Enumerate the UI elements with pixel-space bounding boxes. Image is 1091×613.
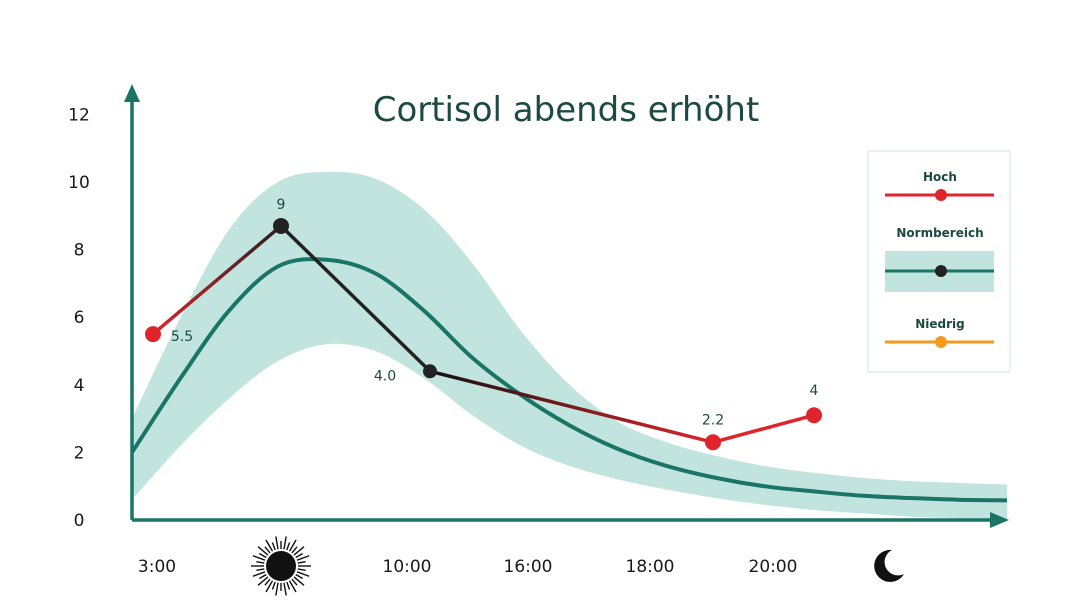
legend-marker [935,336,947,348]
y-tick-label: 12 [68,105,90,125]
y-tick-label: 10 [68,173,90,193]
legend-marker [935,265,947,277]
x-tick-label: 18:00 [626,557,675,577]
data-label: 5.5 [171,329,193,345]
x-tick-label: 10:00 [383,557,432,577]
axes [124,84,1009,528]
x-axis-arrow [990,512,1009,528]
y-tick-label: 4 [74,376,85,396]
measured-segment-2 [279,224,432,374]
norm-band [132,171,1007,520]
legend-label: Niedrig [915,317,965,331]
measured-segment-3 [428,369,715,445]
x-tick-labels: 3:00 10:00 16:00 18:00 20:00 [138,536,904,596]
measured-segment-4 [711,413,816,445]
y-tick-label: 8 [74,241,85,261]
legend-label: Hoch [923,170,957,184]
measured-point [705,434,721,451]
sun-icon [251,536,311,596]
y-tick-labels: 0 2 4 6 8 10 12 [68,105,90,531]
data-label: 4.0 [374,368,396,384]
measured-segment-1 [151,224,283,336]
measured-point [273,217,289,234]
y-tick-label: 6 [74,308,85,328]
legend: Hoch Normbereich Niedrig [867,150,1011,373]
measured-point [145,326,161,343]
x-tick-label: 20:00 [749,557,798,577]
y-tick-label: 2 [74,443,85,463]
moon-icon [874,549,904,582]
data-label: 4 [810,383,819,399]
y-tick-label: 0 [74,511,85,531]
measured-lines [151,224,816,445]
measured-point [423,364,437,379]
legend-marker [935,189,947,201]
measured-point [806,407,822,424]
chart-title: Cortisol abends erhöht [373,90,760,130]
x-tick-label: 3:00 [138,557,176,577]
measured-points [145,217,822,451]
data-label: 2.2 [702,412,724,428]
y-axis-arrow [124,84,140,102]
legend-label: Normbereich [896,226,983,240]
data-label: 9 [277,197,286,213]
x-tick-label: 16:00 [504,557,553,577]
norm-curve [130,257,1008,503]
data-labels: 5.5 9 4.0 2.2 4 [171,197,819,428]
